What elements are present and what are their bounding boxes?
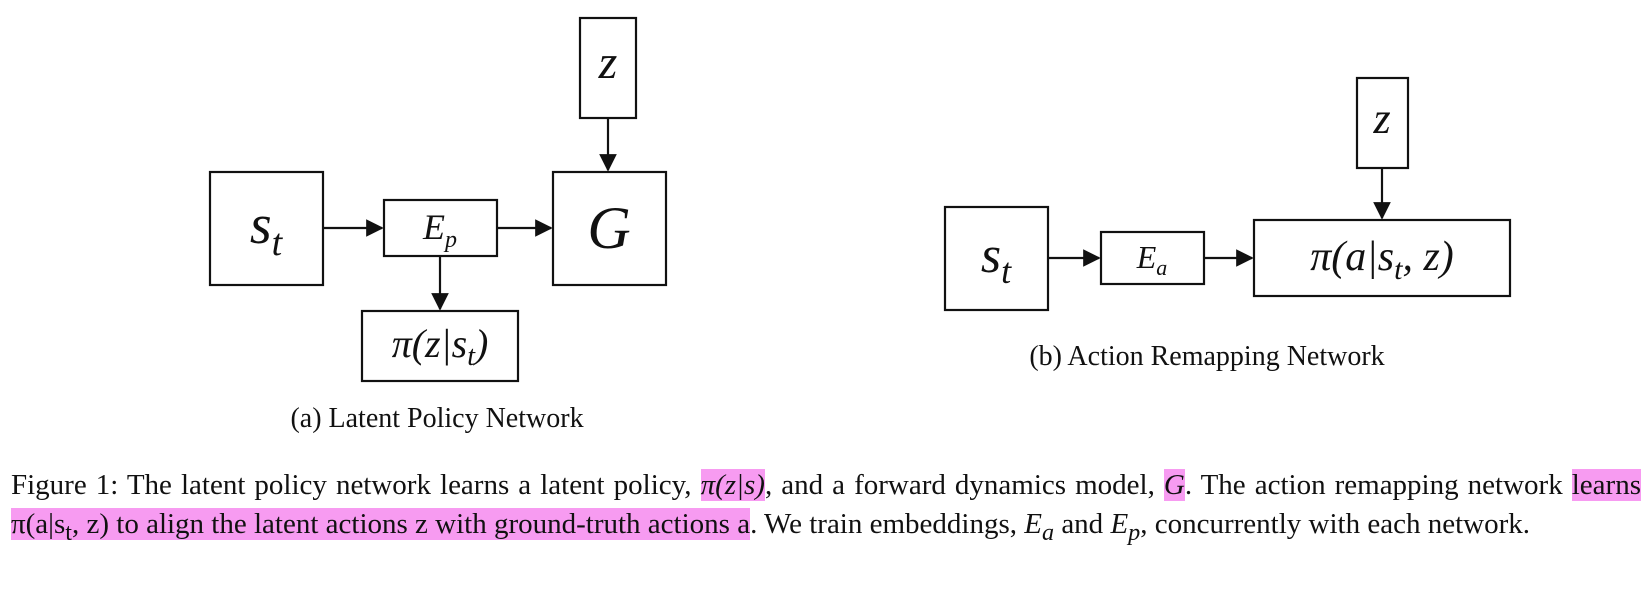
caption-a: (a) Latent Policy Network bbox=[290, 403, 583, 434]
latent-box-b bbox=[1355, 76, 1410, 170]
caption-text: Figure 1: The latent policy network lear… bbox=[11, 469, 701, 501]
caption-text: , and a forward dynamics model, bbox=[764, 469, 1164, 501]
ea-symbol: Ea bbox=[1024, 508, 1055, 546]
figure-diagram: st Ep G z π(z|st) (a) Latent Policy Netw… bbox=[208, 16, 1512, 434]
highlight-latent-policy: π(z|s) bbox=[700, 469, 765, 501]
embedding-label-ep: Ep bbox=[422, 207, 457, 253]
latent-policy-network: st Ep G z π(z|st) (a) Latent Policy Netw… bbox=[208, 16, 668, 434]
embedding-label-ea: Ea bbox=[1136, 239, 1168, 280]
policy-box-a bbox=[360, 309, 520, 383]
latent-box-a bbox=[578, 16, 638, 120]
embedding-box-ea bbox=[1099, 230, 1206, 286]
caption-b: (b) Action Remapping Network bbox=[1029, 341, 1384, 372]
caption-text: . The action remapping network bbox=[1184, 469, 1572, 501]
state-box-a bbox=[208, 170, 325, 287]
highlight-dynamics-model: G bbox=[1163, 469, 1185, 501]
policy-label-b: π(a|st, z) bbox=[1310, 234, 1454, 286]
caption-text: and bbox=[1054, 508, 1111, 540]
ep-symbol: Ep bbox=[1110, 508, 1141, 546]
policy-box-b bbox=[1252, 218, 1512, 298]
latent-label-b: z bbox=[1372, 94, 1390, 143]
figure-caption: Figure 1: The latent policy network lear… bbox=[11, 466, 1641, 552]
latent-label-a: z bbox=[598, 36, 618, 89]
action-remapping-network: st Ea π(a|st, z) z (b) Action Remapping … bbox=[943, 76, 1512, 372]
state-label-b: st bbox=[981, 227, 1012, 291]
caption-text: , concurrently with each network. bbox=[1140, 508, 1530, 540]
caption-text: . We train embeddings, bbox=[750, 508, 1025, 540]
generator-box bbox=[551, 170, 668, 287]
policy-label-a: π(z|st) bbox=[392, 321, 489, 372]
state-label-a: st bbox=[250, 194, 284, 264]
generator-label: G bbox=[587, 195, 630, 261]
